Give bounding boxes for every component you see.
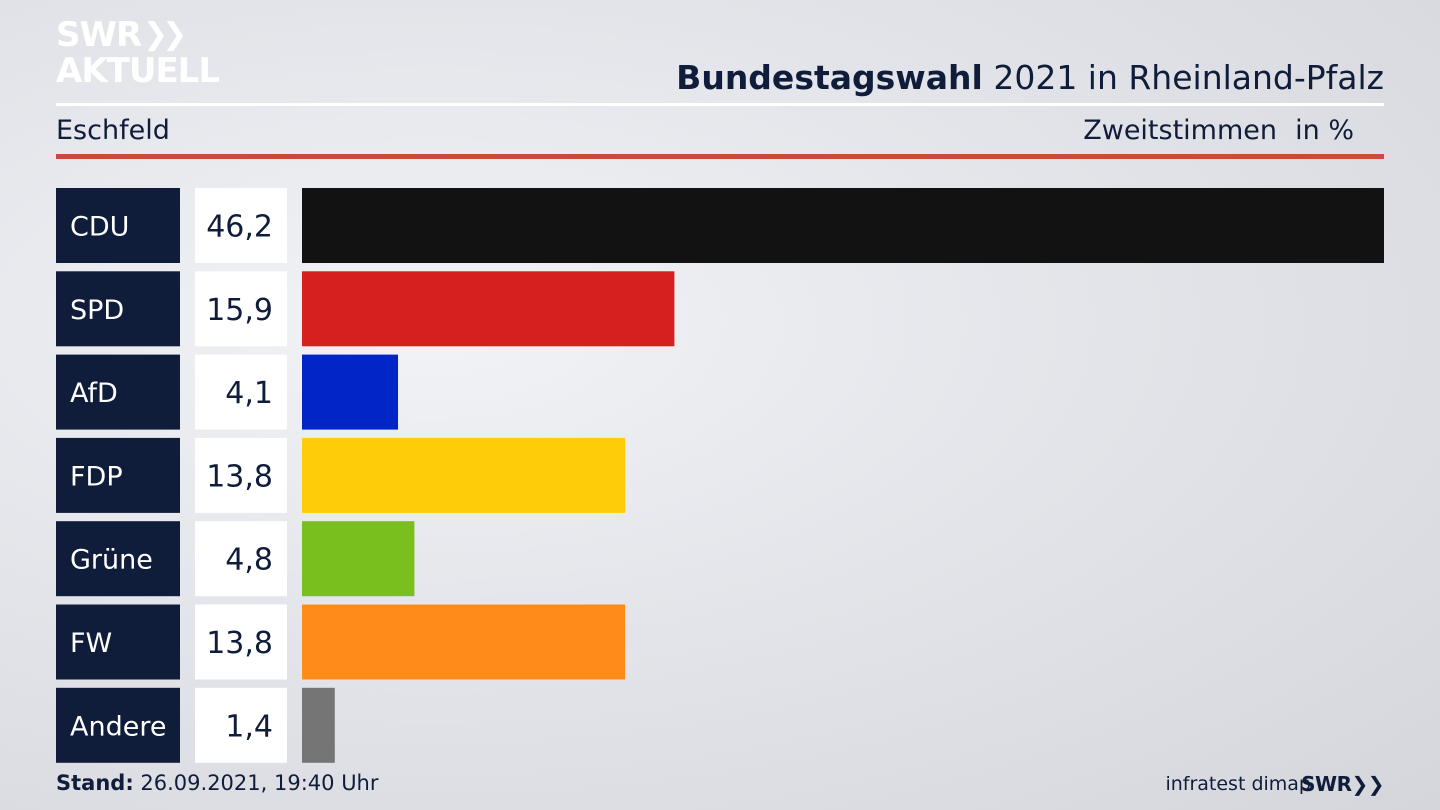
source-label: infratest dimap <box>1165 773 1311 795</box>
value-label-box <box>195 604 287 680</box>
party-label: AfD <box>70 378 118 409</box>
stand-label: Stand: <box>56 771 134 795</box>
value-label-box <box>195 437 287 513</box>
party-label-box <box>56 354 180 430</box>
party-label-box <box>56 437 180 513</box>
bar-fdp <box>302 437 626 513</box>
bar-cdu <box>302 188 1384 263</box>
header-divider <box>56 103 1384 106</box>
value-label: 4,8 <box>225 543 273 578</box>
swr-aktuell-logo: SWR ❯❯ AKTUELL <box>56 15 220 91</box>
value-label-box <box>195 271 287 347</box>
value-label-box <box>195 521 287 597</box>
bar-andere <box>302 687 335 763</box>
bar-spd <box>302 271 675 347</box>
party-label-box <box>56 188 180 263</box>
chevron-double-icon: ❯❯ <box>143 17 187 52</box>
party-label-box <box>56 687 180 763</box>
vote-type-label: Zweitstimmen <box>1083 115 1277 146</box>
value-label-box <box>195 687 287 763</box>
party-label-box <box>56 604 180 680</box>
party-label: FDP <box>70 461 123 492</box>
stand-value: 26.09.2021, 19:40 Uhr <box>140 771 379 795</box>
title-rest: 2021 in Rheinland-Pfalz <box>993 58 1384 97</box>
title-bold: Bundestagswahl <box>676 58 983 97</box>
party-label: FW <box>70 628 112 659</box>
value-label-box <box>195 188 287 263</box>
party-label-box <box>56 521 180 597</box>
chevron-double-icon: ❯❯ <box>1351 772 1384 796</box>
logo-aktuell-text: AKTUELL <box>56 51 220 91</box>
bar-gr-ne <box>302 521 415 597</box>
bar-fw <box>302 604 626 680</box>
party-label: CDU <box>70 212 129 243</box>
value-label: 15,9 <box>206 293 273 328</box>
value-label: 4,1 <box>225 376 273 411</box>
bar-afd <box>302 354 399 430</box>
value-label: 46,2 <box>206 210 273 245</box>
logo-swr-text: SWR <box>56 15 142 55</box>
broadcaster-text: SWR <box>1301 772 1352 796</box>
value-label: 1,4 <box>225 709 273 744</box>
party-label: Andere <box>70 711 166 742</box>
party-label-box <box>56 271 180 347</box>
chart-title: Bundestagswahl 2021 in Rheinland-Pfalz <box>676 58 1384 97</box>
party-label: SPD <box>70 295 124 326</box>
party-label: Grüne <box>70 545 153 576</box>
value-label: 13,8 <box>206 626 273 661</box>
unit-label: in % <box>1295 115 1354 146</box>
place-name: Eschfeld <box>56 115 170 146</box>
value-label-box <box>195 354 287 430</box>
swr-footer-logo: SWR❯❯ <box>1301 772 1384 796</box>
accent-divider <box>56 154 1384 159</box>
timestamp: Stand: 26.09.2021, 19:40 Uhr <box>56 771 379 795</box>
value-label: 13,8 <box>206 459 273 494</box>
